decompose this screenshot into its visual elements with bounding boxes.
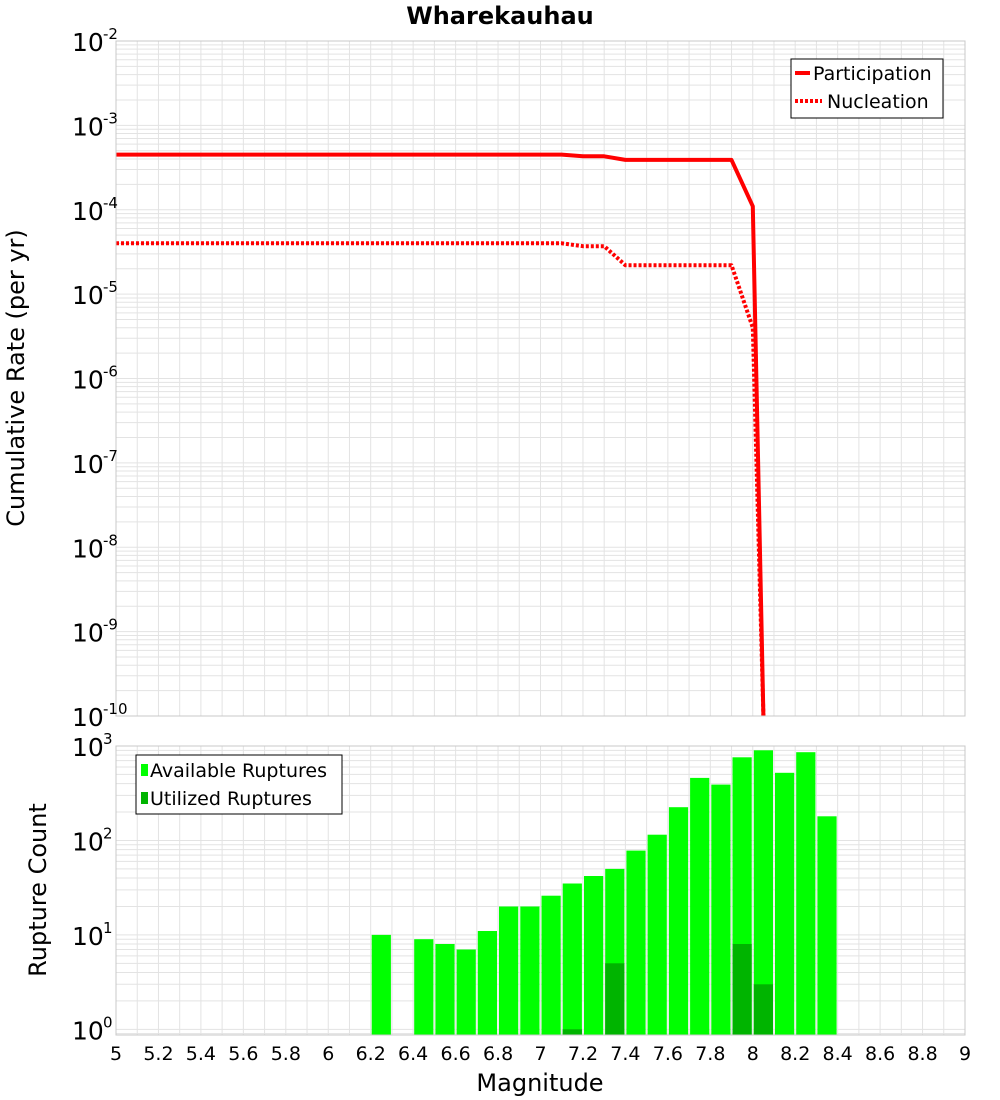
magnitude-tick-label: 7.8 <box>695 1043 725 1065</box>
magnitude-tick-label: 6.4 <box>398 1043 428 1065</box>
rate-y-tick-exponent: -2 <box>103 25 118 43</box>
utilized-ruptures-bar <box>753 984 773 1035</box>
count-y-tick-exponent: 0 <box>103 1013 113 1031</box>
available-ruptures-bar <box>520 906 540 1035</box>
available-ruptures-bar <box>796 752 816 1035</box>
count-y-tick-label: 10 <box>72 827 104 856</box>
count-y-axis-label: Rupture Count <box>24 803 52 977</box>
rate-y-tick-exponent: -10 <box>103 700 128 718</box>
count-y-tick-label: 10 <box>72 922 104 951</box>
available-ruptures-bar <box>499 906 519 1035</box>
magnitude-tick-label: 7.6 <box>653 1043 683 1065</box>
available-ruptures-bar <box>690 777 710 1035</box>
available-legend-swatch <box>141 764 148 776</box>
magnitude-tick-label: 7 <box>534 1043 546 1065</box>
available-ruptures-bar <box>541 895 561 1035</box>
count-plot-frame <box>115 745 966 1036</box>
available-ruptures-bar <box>371 934 391 1035</box>
count-bars <box>371 750 837 1035</box>
nucleation-line <box>116 241 766 717</box>
rate-y-tick-exponent: -3 <box>103 109 118 127</box>
utilized-legend-label: Utilized Ruptures <box>150 788 312 810</box>
magnitude-tick-label: 6.6 <box>440 1043 470 1065</box>
magnitude-tick-label: 7.4 <box>610 1043 640 1065</box>
magnitude-tick-label: 5.8 <box>271 1043 301 1065</box>
magnitude-tick-label: 6 <box>322 1043 334 1065</box>
available-ruptures-bar <box>775 772 795 1035</box>
available-ruptures-bar <box>477 931 497 1035</box>
available-legend-label: Available Ruptures <box>150 760 327 782</box>
rate-series <box>116 152 766 717</box>
rate-grid <box>115 41 966 717</box>
available-ruptures-bar <box>456 949 476 1035</box>
count-y-tick-exponent: 3 <box>103 730 113 748</box>
count-y-tick-exponent: 2 <box>103 824 113 842</box>
rate-legend: Participation Nucleation <box>790 58 944 119</box>
rate-y-tick-exponent: -9 <box>103 616 118 634</box>
count-legend: Available Ruptures Utilized Ruptures <box>135 754 343 815</box>
available-ruptures-bar <box>668 807 689 1035</box>
available-ruptures-bar <box>647 834 667 1035</box>
rate-y-tick-exponent: -7 <box>103 447 118 465</box>
rate-y-tick-label: 10 <box>72 197 104 226</box>
available-ruptures-bar <box>435 944 455 1035</box>
utilized-legend-swatch <box>141 792 148 804</box>
magnitude-tick-label: 5.6 <box>228 1043 258 1065</box>
utilized-ruptures-bar <box>605 963 625 1035</box>
count-legend-box <box>135 754 343 815</box>
magnitude-tick-label: 5 <box>110 1043 122 1065</box>
rate-panel: 10-210-310-410-510-610-710-810-910-10 Cu… <box>2 25 966 732</box>
magnitude-tick-label: 6.8 <box>483 1043 513 1065</box>
rate-y-tick-label: 10 <box>72 28 104 57</box>
magnitude-x-axis-label: Magnitude <box>476 1069 603 1097</box>
count-y-tick-exponent: 1 <box>103 919 113 937</box>
count-y-tick-label: 10 <box>72 733 104 762</box>
rate-y-tick-exponent: -8 <box>103 531 118 549</box>
rate-y-axis-label: Cumulative Rate (per yr) <box>2 229 30 527</box>
magnitude-tick-label: 8.6 <box>865 1043 895 1065</box>
rate-y-tick-label: 10 <box>72 450 104 479</box>
rate-y-ticks: 10-210-310-410-510-610-710-810-910-10 <box>72 25 128 732</box>
magnitude-tick-label: 8 <box>747 1043 759 1065</box>
available-ruptures-bar <box>584 876 604 1035</box>
available-ruptures-bar <box>817 816 837 1035</box>
available-ruptures-bar <box>711 784 731 1035</box>
available-ruptures-bar <box>562 883 582 1035</box>
rate-y-tick-label: 10 <box>72 281 104 310</box>
rate-legend-box <box>790 58 944 119</box>
participation-line <box>116 152 766 717</box>
utilized-ruptures-bar <box>562 1029 582 1035</box>
rate-y-tick-exponent: -6 <box>103 363 118 381</box>
rate-y-tick-exponent: -5 <box>103 278 118 296</box>
rate-y-tick-label: 10 <box>72 619 104 648</box>
available-ruptures-bar <box>414 939 434 1035</box>
chart-title: Wharekauhau <box>406 2 593 30</box>
magnitude-x-ticks: 5 5.2 5.4 5.6 5.8 6 6.2 6.4 6.6 6.8 7 7.2 7.4 7.6 7.8 8… <box>110 1043 971 1065</box>
participation-legend-label: Participation <box>813 63 932 85</box>
magnitude-tick-label: 6.2 <box>356 1043 386 1065</box>
utilized-ruptures-bar <box>732 944 752 1035</box>
rate-y-tick-label: 10 <box>72 703 104 732</box>
nucleation-legend-label: Nucleation <box>827 91 929 113</box>
available-ruptures-bar <box>753 750 773 1035</box>
count-y-tick-label: 10 <box>72 1016 104 1045</box>
rate-y-tick-exponent: -4 <box>103 194 118 212</box>
magnitude-tick-label: 5.2 <box>143 1043 173 1065</box>
available-ruptures-bar <box>626 850 646 1035</box>
rate-y-tick-label: 10 <box>72 534 104 563</box>
rate-y-tick-label: 10 <box>72 112 104 141</box>
rate-y-tick-label: 10 <box>72 366 104 395</box>
magnitude-tick-label: 8.8 <box>907 1043 937 1065</box>
rate-plot-frame <box>115 40 966 717</box>
magnitude-tick-label: 9 <box>959 1043 971 1065</box>
magnitude-tick-label: 8.4 <box>823 1043 853 1065</box>
magnitude-tick-label: 8.2 <box>780 1043 810 1065</box>
magnitude-tick-label: 7.2 <box>568 1043 598 1065</box>
magnitude-tick-label: 5.4 <box>186 1043 216 1065</box>
